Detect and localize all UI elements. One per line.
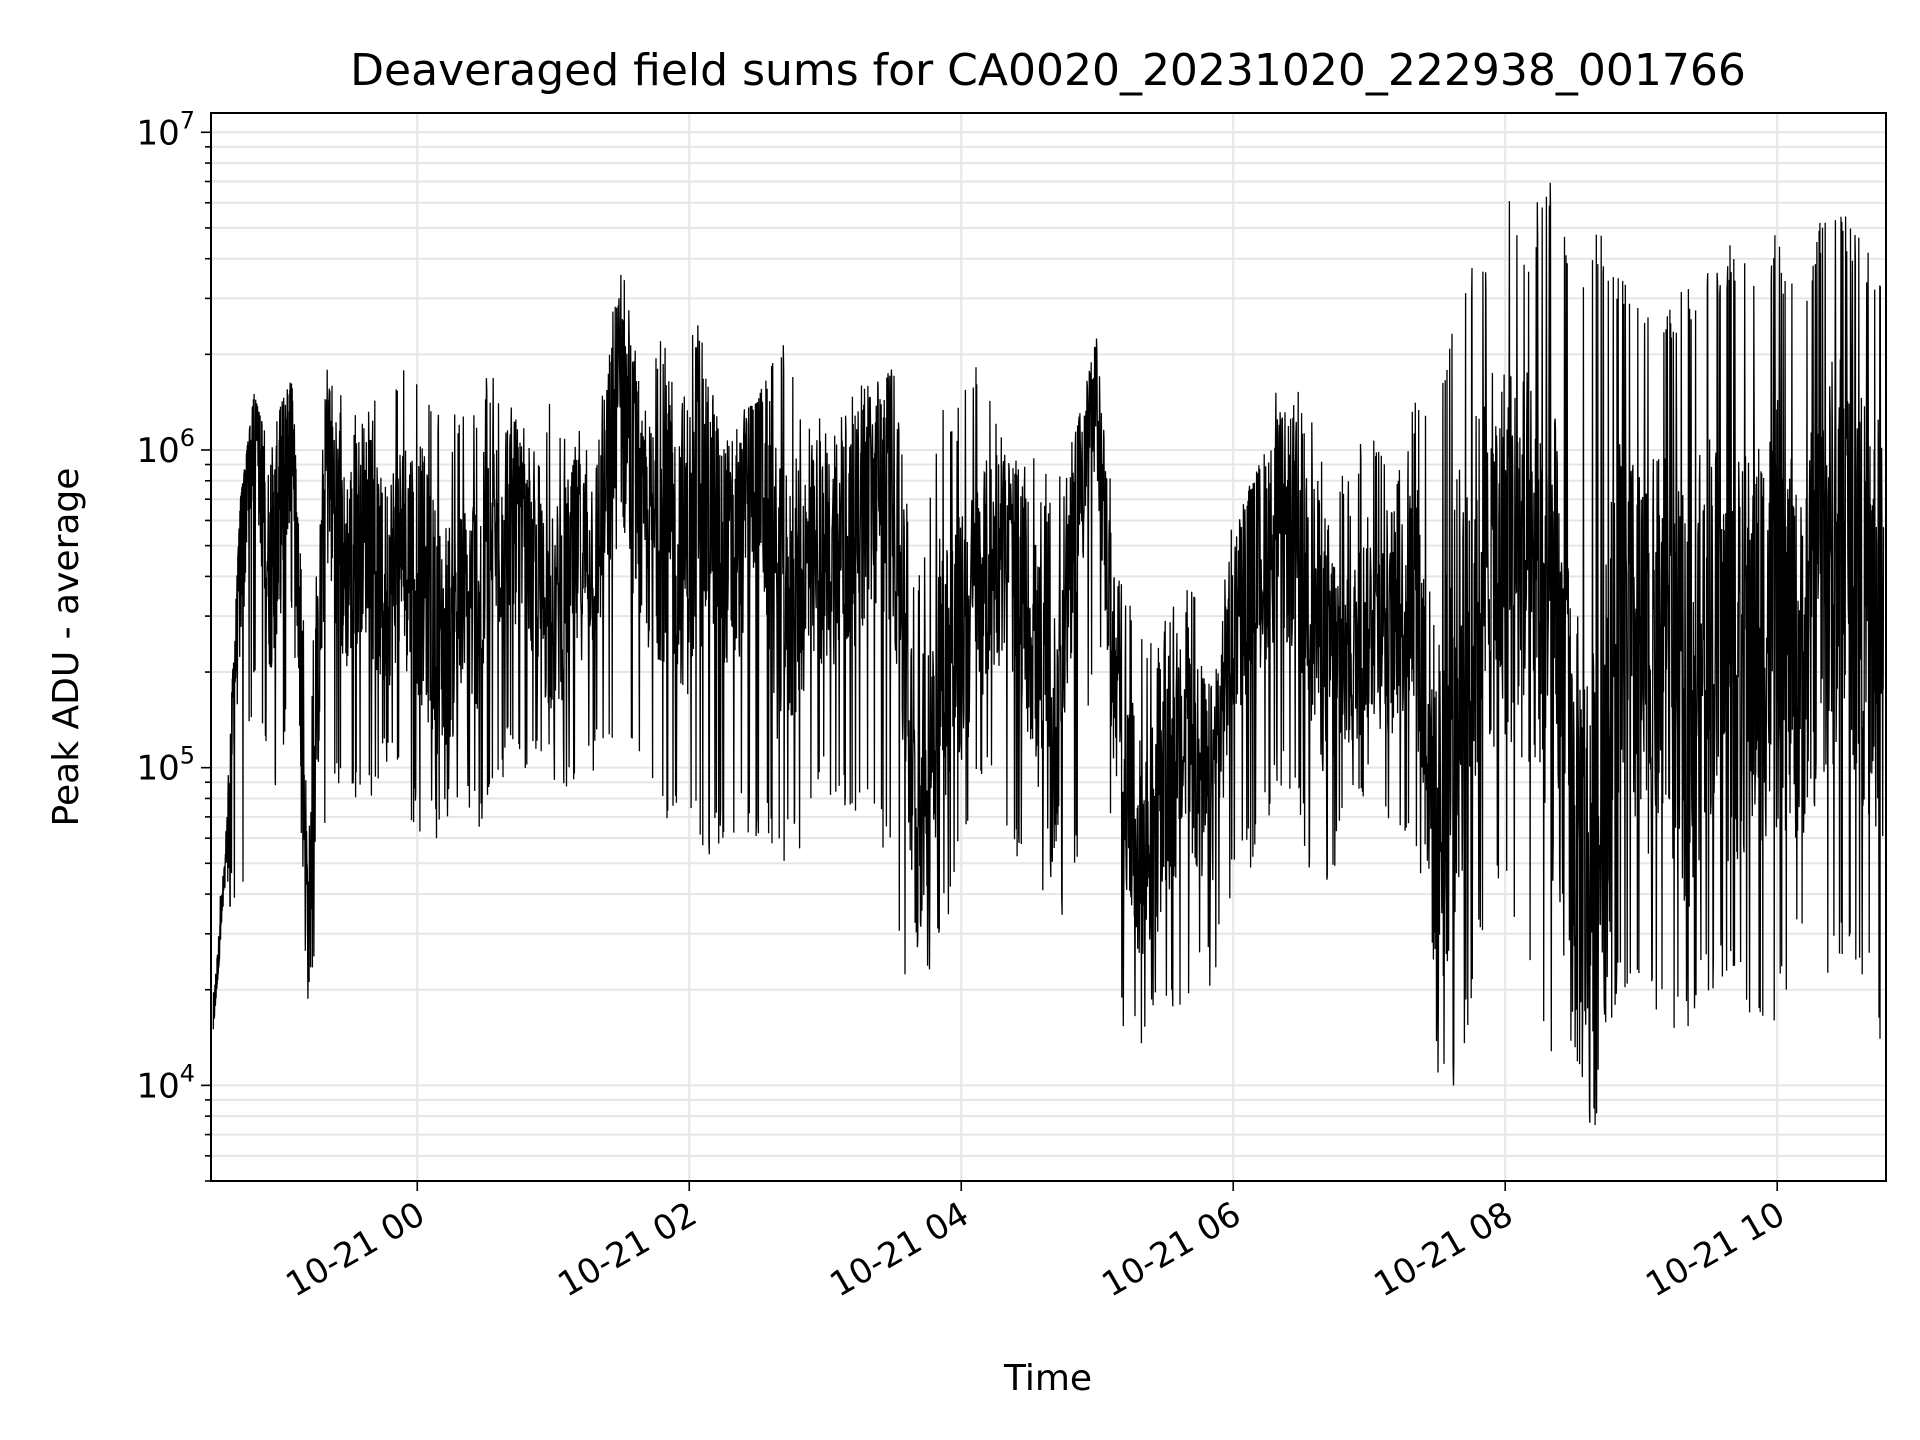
y-axis: 104 105 106 107 [136, 106, 211, 1182]
y-tick-label: 105 [136, 742, 195, 789]
x-axis-label: Time [1003, 1358, 1092, 1399]
series-line [212, 182, 1885, 1126]
chart-title: Deaveraged field sums for CA0020_2023102… [350, 45, 1746, 96]
y-axis-label: Peak ADU - average [46, 468, 87, 827]
y-tick-label: 104 [136, 1059, 195, 1106]
plot-area [212, 182, 1885, 1126]
y-tick-label: 106 [136, 424, 195, 471]
axes-frame [210, 112, 1887, 1182]
y-tick-label: 107 [136, 106, 195, 153]
